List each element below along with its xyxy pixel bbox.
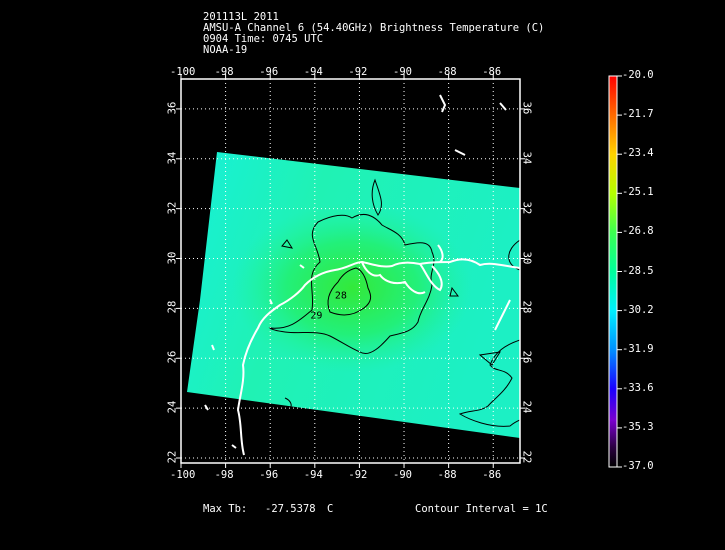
lat-label-right: 24 (520, 400, 533, 414)
lat-label-right: 34 (520, 151, 533, 165)
contour-small-b (281, 239, 294, 249)
lon-label-bottom: -94 (303, 469, 323, 481)
lat-label-right: 32 (520, 201, 533, 214)
colorbar-label: -25.1 (622, 186, 654, 199)
mississippi-delta (419, 263, 443, 292)
contour-interval: Contour Interval = 1C (415, 503, 548, 515)
max-tb-label: Max Tb: (203, 503, 248, 515)
colorbar-label: -21.7 (622, 108, 654, 121)
lat-label-left: 26 (166, 350, 179, 364)
lon-label-bottom: -90 (393, 469, 412, 481)
colorbar-label: -31.9 (622, 342, 654, 355)
lon-label-bottom: -92 (348, 469, 368, 481)
colorbar-label: -30.2 (622, 303, 654, 316)
lat-label-right: 22 (520, 450, 533, 464)
axis-ticks (176, 74, 525, 468)
lat-label-left: 36 (166, 101, 179, 115)
lake-c (454, 149, 466, 156)
graticule (180, 79, 520, 463)
lon-label-top: -100 (170, 66, 196, 78)
contour-small-a (478, 351, 501, 366)
max-tb-value: -27.5378 (265, 503, 316, 515)
lon-label-top: -92 (348, 66, 368, 78)
lake-a (437, 244, 444, 263)
colorbar-ticks (617, 75, 622, 468)
colorbar (608, 75, 618, 468)
contour-small-f (284, 397, 292, 409)
lat-label-left: 30 (166, 251, 179, 264)
coastline (204, 94, 520, 456)
lon-label-bottom: -96 (259, 469, 279, 481)
contour-small-d (449, 286, 459, 297)
lat-label-right: 26 (520, 350, 533, 364)
lon-label-bottom: -100 (170, 469, 196, 481)
lat-label-left: 22 (166, 450, 179, 464)
title-satellite: NOAA-19 (203, 44, 248, 56)
contour-29 (268, 213, 435, 354)
colorbar-label: -26.8 (622, 225, 654, 238)
colorbar-label: -37.0 (622, 460, 654, 472)
lat-label-right: 30 (520, 251, 533, 264)
contour-small-c (371, 178, 382, 216)
contour-label: 30 (194, 168, 206, 179)
colorbar-label: -35.3 (622, 420, 654, 433)
lon-label-bottom: -88 (437, 469, 457, 481)
contour-label: 29 (310, 310, 322, 321)
lat-label-left: 32 (166, 201, 179, 214)
lon-label-top: -90 (393, 66, 412, 78)
lat-label-right: 36 (520, 101, 533, 115)
lat-label-left: 24 (166, 400, 179, 414)
lon-label-top: -94 (303, 66, 323, 78)
lon-label-bottom: -86 (482, 469, 502, 481)
contour-label: 28 (335, 290, 347, 301)
contour-30-east (458, 339, 520, 427)
colorbar-label: -23.4 (622, 147, 654, 160)
contour-labels: 30 29 28 (194, 168, 347, 321)
louisiana-bays (361, 261, 426, 295)
lat-label-left: 28 (166, 301, 179, 314)
lon-label-top: -88 (437, 66, 457, 78)
title-time: 0904 Time: 0745 UTC (203, 33, 324, 45)
colorbar-label: -20.0 (622, 69, 654, 81)
lon-label-top: -86 (482, 66, 502, 78)
lat-label-left: 34 (166, 151, 179, 165)
colorbar-label: -33.6 (622, 381, 654, 394)
title-product: AMSU-A Channel 6 (54.40GHz) Brightness T… (203, 22, 545, 34)
contour-28 (327, 267, 372, 316)
lake-b (439, 94, 447, 113)
lon-label-top: -98 (214, 66, 234, 78)
lat-label-right: 28 (520, 301, 533, 314)
contour-lines (268, 178, 520, 427)
max-tb-unit: C (327, 503, 334, 515)
florida-coast (494, 299, 511, 331)
small-islands (204, 264, 305, 449)
gulf-coast (236, 258, 520, 456)
colorbar-label: -28.5 (622, 264, 654, 277)
lon-label-bottom: -98 (214, 469, 234, 481)
warm-core-shading (232, 203, 472, 373)
lon-label-top: -96 (259, 66, 279, 78)
title-date: 201113L 2011 (203, 11, 279, 23)
